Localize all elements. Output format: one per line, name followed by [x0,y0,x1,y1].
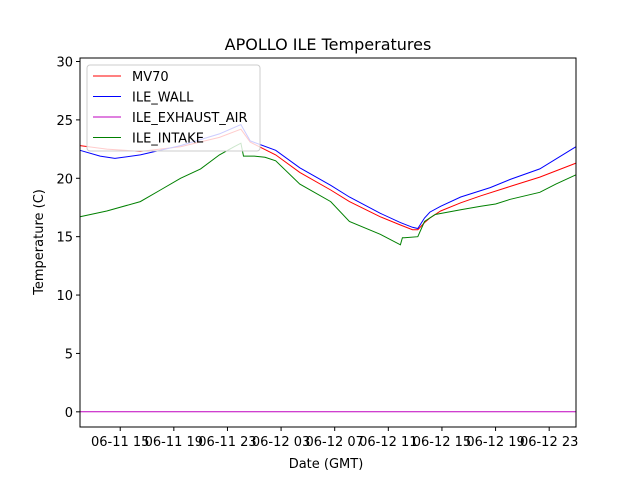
legend-label: ILE_WALL [132,91,194,106]
y-tick-label: 20 [56,172,73,187]
legend-label: ILE_INTAKE [132,132,204,147]
x-tick-label: 06-12 15 [413,435,471,450]
legend: MV70 ILE_WALL ILE_EXHAUST_AIR ILE_INTAKE [86,64,261,152]
x-tick-label: 06-12 19 [466,435,524,450]
legend-label: MV70 [132,70,169,85]
legend-label: ILE_EXHAUST_AIR [132,111,248,126]
y-tick-label: 30 [56,56,73,71]
y-tick-label: 10 [56,289,73,304]
series-line-ile-intake [79,142,577,246]
y-tick-label: 25 [56,114,73,129]
legend-frame [86,64,261,152]
x-axis-label: Date (GMT) [289,457,364,472]
y-tick-label: 15 [56,231,73,246]
x-tick-label: 06-12 11 [359,435,417,450]
plot-frame [79,57,577,428]
y-axis-label: Temperature (C) [32,189,47,296]
x-tick-label: 06-12 07 [305,435,363,450]
x-tick-label: 06-11 23 [198,435,256,450]
x-tick-label: 06-11 15 [91,435,149,450]
y-axis: 0 5 10 15 20 25 30 [56,56,80,421]
chart-title: APOLLO ILE Temperatures [225,35,432,54]
x-tick-label: 06-12 03 [252,435,310,450]
y-tick-label: 0 [65,406,73,421]
x-tick-label: 06-12 23 [520,435,578,450]
x-tick-label: 06-11 19 [145,435,203,450]
y-tick-label: 5 [65,347,73,362]
